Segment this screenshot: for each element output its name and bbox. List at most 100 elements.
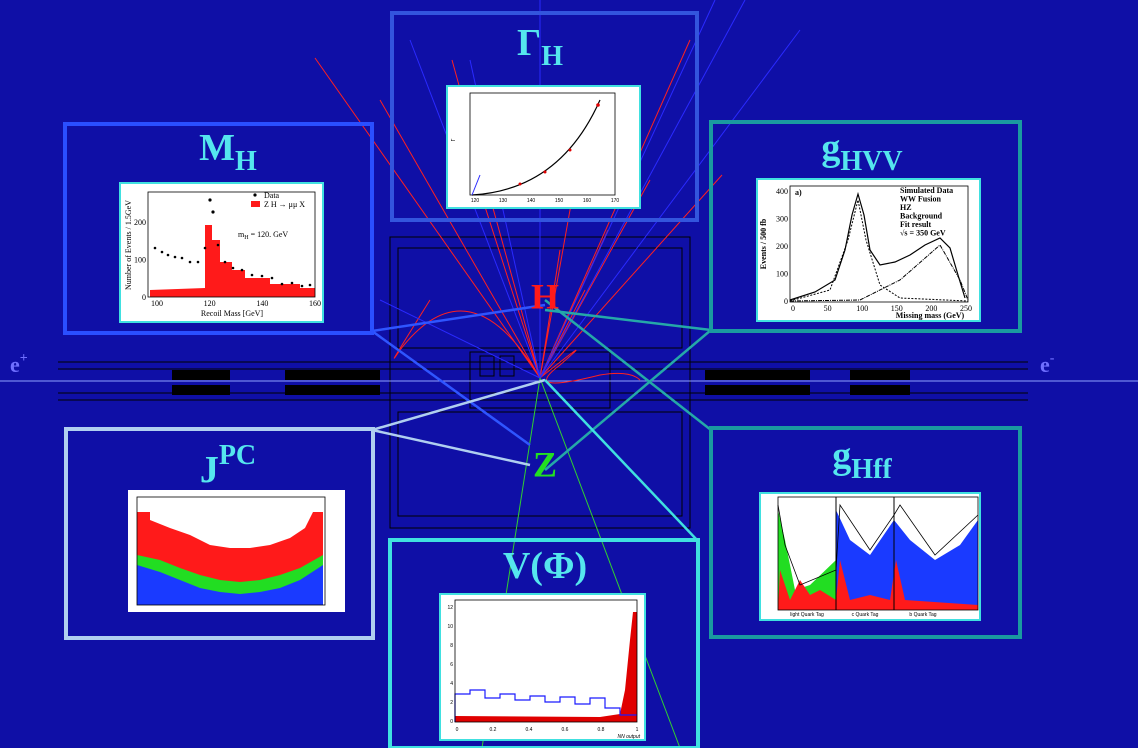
x-tick-label: 130 bbox=[499, 198, 508, 204]
x-tick-label: 150 bbox=[555, 198, 564, 204]
mass-panel-g-circle bbox=[271, 277, 274, 280]
mass-panel-g-circle bbox=[281, 283, 284, 286]
y-tick-label: 100 bbox=[134, 256, 146, 265]
mass-panel-g-circle bbox=[197, 261, 200, 264]
x-tick-label: 120 bbox=[204, 299, 216, 308]
annotation-part: = 120. GeV bbox=[249, 230, 289, 239]
x-tick-label: 0.6 bbox=[562, 727, 569, 733]
beam-right-tspan: - bbox=[1050, 351, 1055, 366]
x-tick-label: 160 bbox=[583, 198, 592, 204]
mass-panel-g-circle bbox=[217, 244, 220, 247]
mass-panel-g-circle bbox=[261, 275, 264, 278]
spin-panel-text-tspan: J bbox=[200, 449, 219, 491]
beam-left-tspan: + bbox=[20, 351, 28, 366]
mass-panel-g-circle bbox=[167, 254, 170, 257]
mass-panel-g-circle bbox=[224, 261, 227, 264]
y-tick-label: 400 bbox=[776, 187, 788, 196]
y-tick-label: 2 bbox=[450, 700, 453, 706]
mass-panel-g-circle bbox=[291, 282, 294, 285]
hvv-panel-text-tspan: HVV bbox=[840, 146, 902, 177]
x-axis-label: b Quark Tag bbox=[909, 612, 936, 618]
y-tick-label: 0 bbox=[142, 293, 146, 302]
spin-panel-text-tspan: PC bbox=[219, 440, 256, 471]
legend-entry: √s = 350 GeV bbox=[900, 229, 946, 238]
y-tick-label: 12 bbox=[447, 605, 453, 611]
mass-panel-g-circle bbox=[181, 257, 184, 260]
mass-panel-g-circle bbox=[174, 256, 177, 259]
y-tick-label: 6 bbox=[450, 662, 453, 668]
legend-entry: Data bbox=[264, 191, 280, 200]
mass-panel-g-circle bbox=[251, 274, 254, 277]
calorimeter-blocks-rect bbox=[850, 385, 910, 395]
x-tick-label: 0.4 bbox=[526, 727, 533, 733]
hvv-panel-text-tspan: g bbox=[821, 127, 840, 169]
width-panel-g-circle bbox=[544, 171, 547, 174]
mass-panel-g-circle bbox=[189, 261, 192, 264]
y-tick-label: 100 bbox=[776, 270, 788, 279]
higgs-label: H bbox=[531, 276, 559, 316]
x-tick-label: 0 bbox=[791, 304, 795, 313]
y-tick-label: 0 bbox=[784, 297, 788, 306]
x-tick-label: 0.2 bbox=[490, 727, 497, 733]
y-tick-label: 8 bbox=[450, 643, 453, 649]
x-axis-label: NN output bbox=[617, 734, 640, 740]
x-axis-label: Recoil Mass [GeV] bbox=[201, 309, 264, 318]
x-tick-label: 50 bbox=[824, 304, 832, 313]
x-tick-label: 160 bbox=[309, 299, 321, 308]
x-tick-label: 100 bbox=[856, 304, 868, 313]
y-tick-label: 300 bbox=[776, 215, 788, 224]
mass-panel-text-tspan: M bbox=[199, 127, 235, 169]
calorimeter-blocks-rect bbox=[285, 385, 380, 395]
x-tick-label: 1 bbox=[636, 727, 639, 733]
potential-panel-text: V(Φ) bbox=[503, 545, 587, 587]
mass-panel-g-circle bbox=[211, 210, 214, 213]
mass-panel-g-circle bbox=[154, 247, 157, 250]
page: H Z e+ e- ΓH Γ MH gHVV JPC V(Φ) gHff bbox=[0, 0, 1138, 748]
width-panel-rect bbox=[447, 86, 640, 208]
y-tick-label: 0 bbox=[450, 719, 453, 725]
x-axis-label: light Quark Tag bbox=[790, 612, 824, 618]
mass-panel-g-circle bbox=[309, 284, 312, 287]
x-axis-label: c Quark Tag bbox=[852, 612, 879, 618]
x-tick-label: 140 bbox=[527, 198, 536, 204]
x-tick-label: 100 bbox=[151, 299, 163, 308]
x-axis-label: Missing mass (GeV) bbox=[896, 311, 965, 320]
calorimeter-blocks-rect bbox=[850, 370, 910, 380]
x-tick-label: 170 bbox=[611, 198, 620, 204]
mass-panel-g-circle bbox=[204, 247, 207, 250]
y-tick-label: 4 bbox=[450, 681, 453, 687]
width-panel-g-circle bbox=[519, 183, 522, 186]
hff-panel-text-tspan: g bbox=[832, 435, 851, 477]
z-label: Z bbox=[533, 444, 557, 484]
mass-panel-rect bbox=[251, 201, 260, 207]
y-tick-label: 200 bbox=[134, 218, 146, 227]
slide: H Z e+ e- ΓH Γ MH gHVV JPC V(Φ) gHff bbox=[0, 0, 1138, 748]
mass-panel-g-circle bbox=[208, 198, 211, 201]
beam-right-tspan: e bbox=[1040, 352, 1050, 377]
width-panel-text-tspan: H bbox=[541, 41, 563, 72]
width-panel-g-circle bbox=[569, 149, 572, 152]
legend-entry: Z H → μμ X bbox=[264, 200, 305, 209]
y-axis-label: Number of Events / 1.5GeV bbox=[124, 200, 133, 290]
x-tick-label: 120 bbox=[471, 198, 480, 204]
calorimeter-blocks-rect bbox=[172, 370, 230, 380]
mass-panel-circle bbox=[253, 193, 256, 196]
x-tick-label: 140 bbox=[256, 299, 268, 308]
x-tick-label: 0 bbox=[456, 727, 459, 733]
mass-panel-text-tspan: H bbox=[235, 146, 257, 177]
calorimeter-blocks-rect bbox=[705, 370, 810, 380]
panel-tag: a) bbox=[795, 188, 802, 197]
y-tick-label: 200 bbox=[776, 242, 788, 251]
y-axis-label: Events / 500 fb bbox=[759, 218, 768, 269]
x-tick-label: 0.8 bbox=[598, 727, 605, 733]
calorimeter-blocks-rect bbox=[705, 385, 810, 395]
width-panel-text: Γ bbox=[451, 138, 457, 141]
calorimeter-blocks-rect bbox=[285, 370, 380, 380]
beam-left-tspan: e bbox=[10, 352, 20, 377]
calorimeter-blocks-rect bbox=[172, 385, 230, 395]
mass-panel-g-circle bbox=[232, 267, 235, 270]
width-panel-g-circle bbox=[596, 103, 600, 107]
y-tick-label: 10 bbox=[447, 624, 453, 630]
mass-panel-g-circle bbox=[161, 251, 164, 254]
width-panel-text-tspan: Γ bbox=[517, 22, 541, 64]
